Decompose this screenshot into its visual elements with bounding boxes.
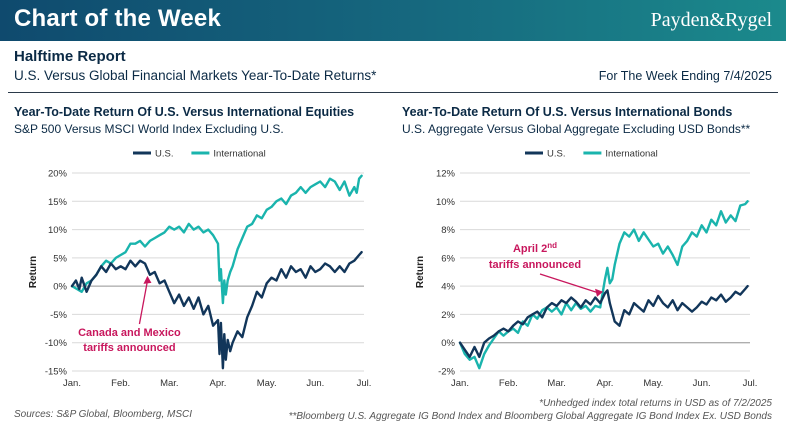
- equities-ytick-label: 10%: [48, 225, 68, 236]
- equities-series-international-line: [70, 174, 363, 305]
- equities-ytick-label: -15%: [45, 367, 68, 378]
- report-subtitle: U.S. Versus Global Financial Markets Yea…: [14, 68, 377, 83]
- bonds-legend-label-us: U.S.: [547, 149, 565, 160]
- unhedged-footnote: *Unhedged index total returns in USD as …: [539, 398, 772, 409]
- bonds-xtick-label: Jan.: [451, 378, 469, 389]
- equities-ytick-label: -5%: [50, 310, 67, 321]
- index-footnote: **Bloomberg U.S. Aggregate IG Bond Index…: [288, 411, 772, 422]
- equities-chart: -15% -10% -5% 0% 5% 10% 15% 20% Jan. Feb. Mar. Apr.…: [28, 149, 371, 390]
- equities-annotation-arrow: [138, 280, 149, 325]
- equities-xtick-label: Apr.: [210, 378, 227, 389]
- equities-xtick-label: Feb.: [111, 378, 130, 389]
- bonds-annotation-line2: tariffs announced: [489, 259, 581, 271]
- bonds-series-us-line: [458, 284, 749, 359]
- equities-ytick-label: -10%: [45, 338, 68, 349]
- bonds-chart-subtitle: U.S. Aggregate Versus Global Aggregate E…: [402, 122, 751, 136]
- bonds-xtick-label: Feb.: [499, 378, 518, 389]
- bonds-ylabel: Return: [415, 256, 426, 288]
- bonds-ytick-label: 0%: [441, 338, 455, 349]
- bonds-annotation-arrow: [539, 273, 599, 294]
- bonds-xtick-label: Jun.: [693, 378, 711, 389]
- equities-annotation-arrowhead: [143, 275, 152, 284]
- bonds-chart: -2% 0% 2% 4% 6% 8% 10% 12% Jan. Feb. Mar. Apr. May. J…: [415, 149, 757, 390]
- header-divider: [8, 92, 778, 93]
- equities-ytick-label: 20%: [48, 169, 68, 180]
- bonds-xtick-label: Mar.: [547, 378, 565, 389]
- equities-legend-label-us: U.S.: [155, 149, 173, 160]
- equities-xtick-label: Jul.: [357, 378, 372, 389]
- equities-ytick-label: 0%: [53, 282, 67, 293]
- report-title: Halftime Report: [14, 48, 126, 65]
- equities-ytick-label: 15%: [48, 197, 68, 208]
- bonds-ytick-label: 10%: [436, 197, 456, 208]
- equities-annotation-line1: Canada and Mexico: [78, 327, 181, 339]
- bonds-ytick-label: 8%: [441, 225, 455, 236]
- week-ending-label: For The Week Ending 7/4/2025: [598, 69, 772, 83]
- bonds-annotation-arrowhead: [595, 288, 604, 297]
- equities-chart-subtitle: S&P 500 Versus MSCI World Index Excludin…: [14, 122, 284, 136]
- brand-logo: Payden&Rygel: [650, 9, 772, 31]
- bonds-xtick-label: Jul.: [743, 378, 758, 389]
- bonds-ytick-label: 4%: [441, 282, 455, 293]
- equities-xtick-label: Jun.: [306, 378, 324, 389]
- bonds-ytick-label: 12%: [436, 169, 456, 180]
- equities-ytick-label: 5%: [53, 253, 67, 264]
- bonds-chart-title: Year-To-Date Return Of U.S. Versus Inter…: [402, 105, 733, 119]
- equities-ylabel: Return: [28, 256, 39, 288]
- equities-xtick-label: May.: [257, 378, 277, 389]
- bonds-ytick-label: 6%: [441, 253, 455, 264]
- bonds-xtick-label: Apr.: [597, 378, 614, 389]
- bonds-annotation-line1: April 2nd: [513, 241, 557, 255]
- bonds-ytick-label: 2%: [441, 310, 455, 321]
- chart-of-the-week-banner: Chart of the Week Payden&Rygel: [0, 0, 786, 41]
- banner-title: Chart of the Week: [14, 5, 221, 32]
- equities-legend-label-international: International: [213, 149, 265, 160]
- equities-xtick-label: Jan.: [63, 378, 81, 389]
- bonds-ytick-label: -2%: [438, 367, 455, 378]
- bonds-xtick-label: May.: [643, 378, 663, 389]
- equities-xtick-label: Mar.: [160, 378, 178, 389]
- bonds-legend-label-international: International: [605, 149, 657, 160]
- equities-chart-title: Year-To-Date Return Of U.S. Versus Inter…: [14, 105, 355, 119]
- sources-footnote: Sources: S&P Global, Bloomberg, MSCI: [14, 409, 193, 420]
- equities-series-us-line: [70, 250, 363, 370]
- equities-annotation-line2: tariffs announced: [83, 342, 175, 354]
